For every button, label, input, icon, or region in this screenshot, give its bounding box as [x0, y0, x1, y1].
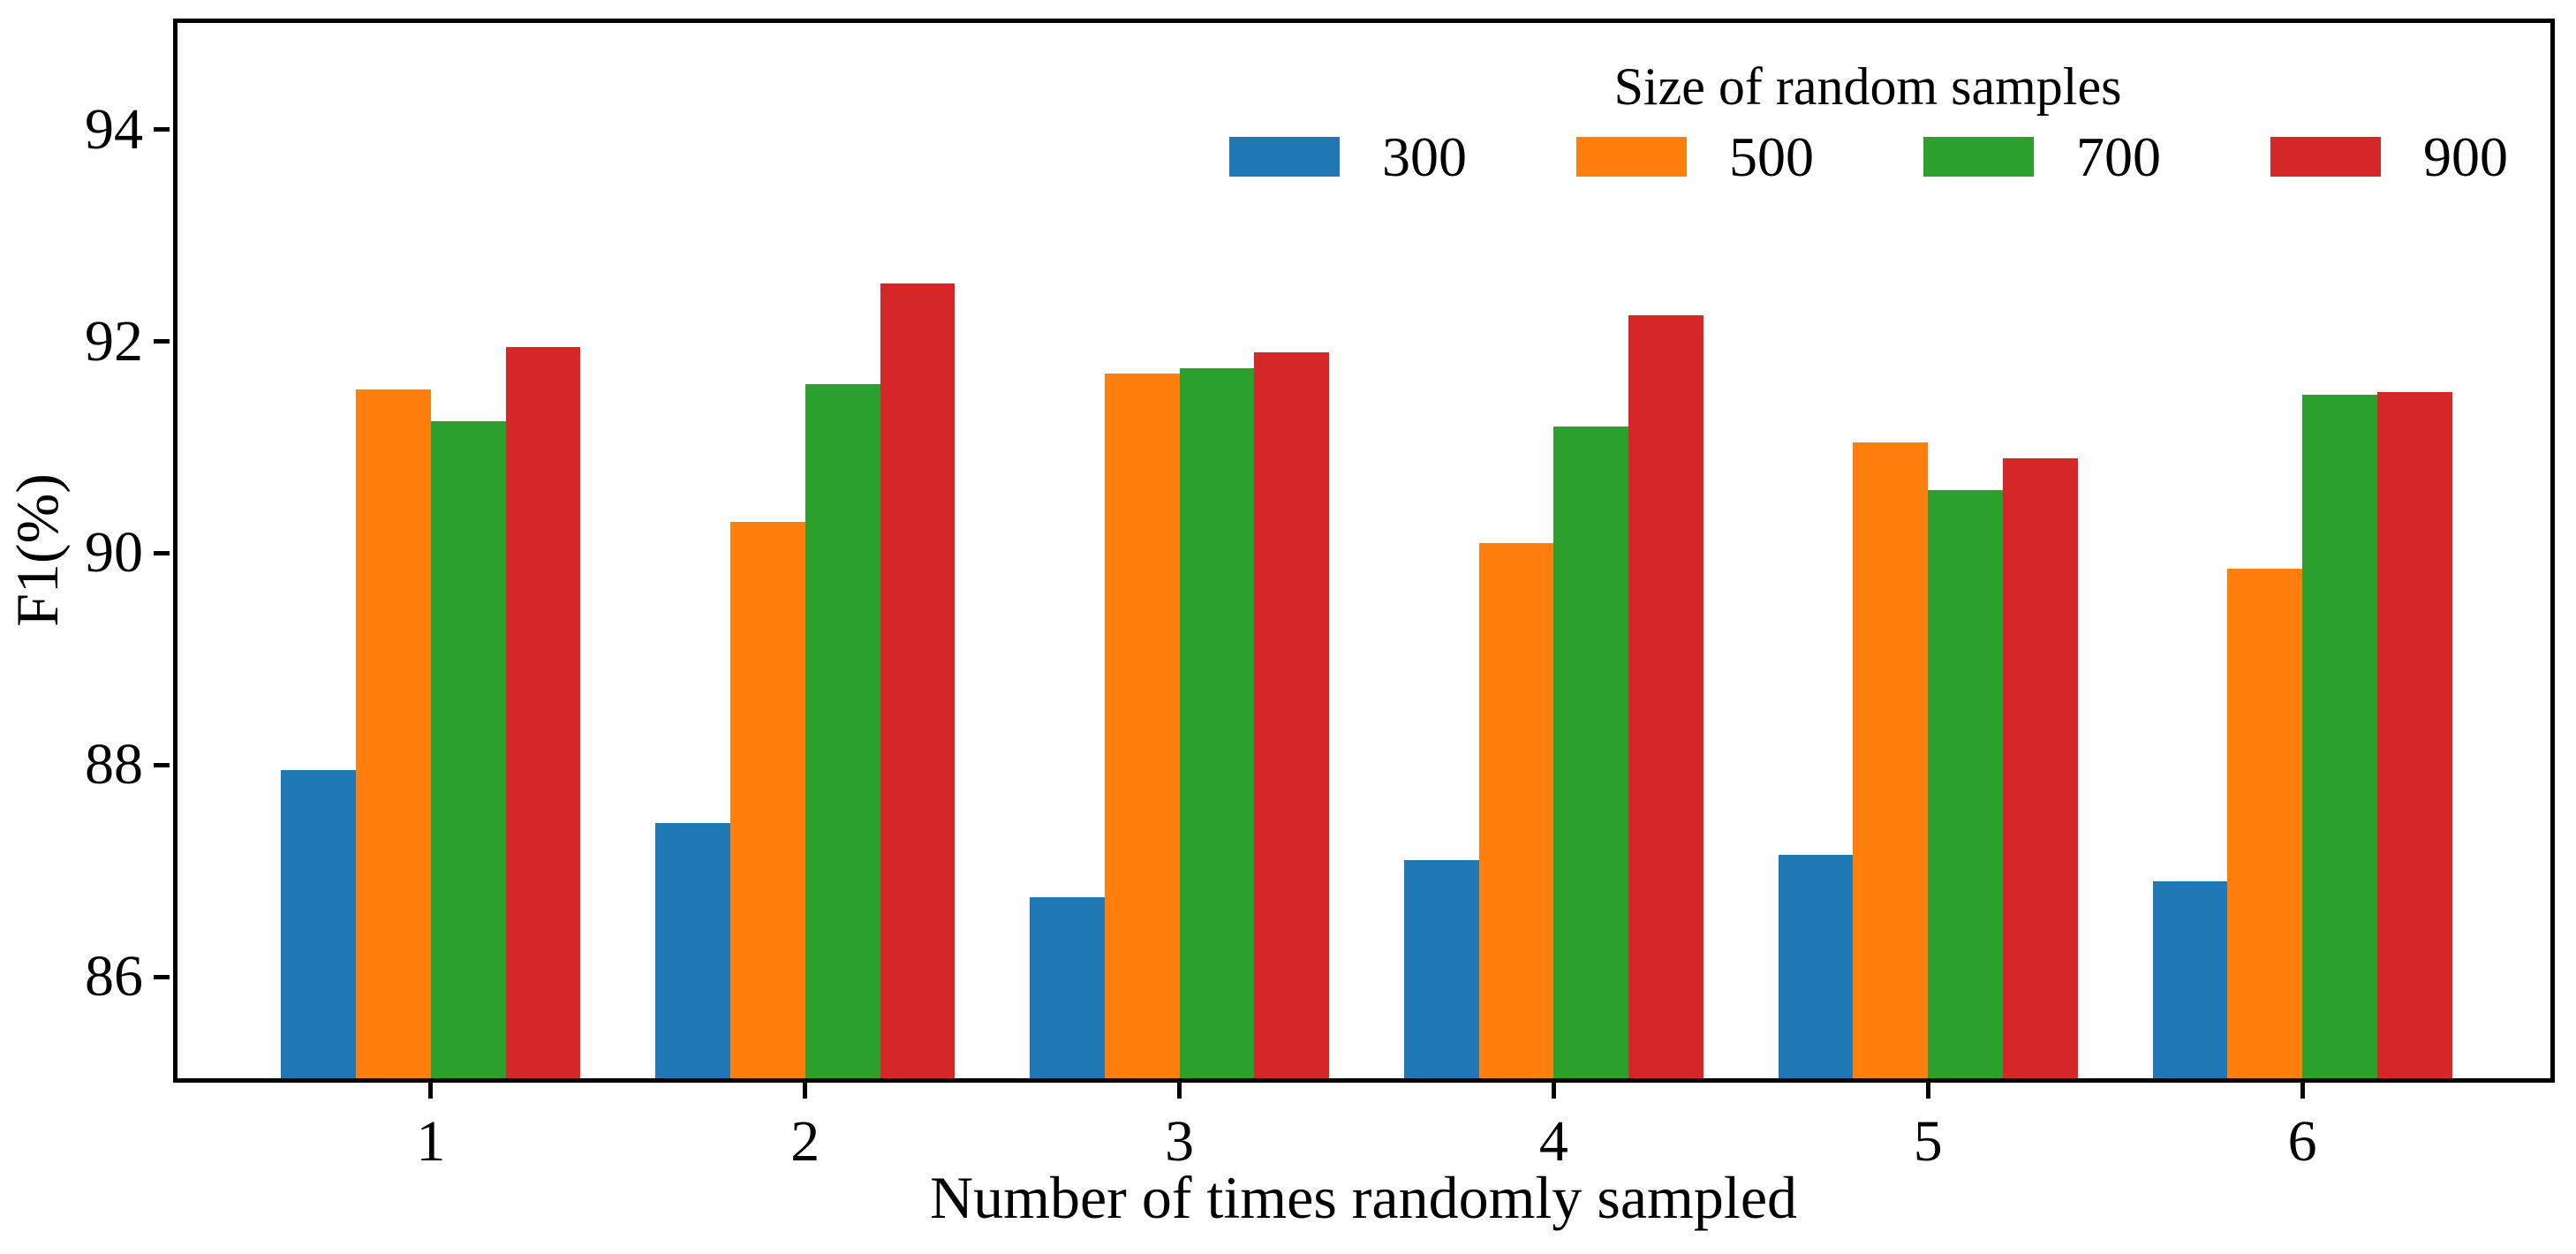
legend-title: Size of random samples — [1613, 57, 2122, 116]
bar-group4-series300 — [1403, 860, 1479, 1083]
legend-color-swatch-500 — [1576, 137, 1687, 177]
legend-entry-300: 300 — [1229, 128, 1467, 185]
bar-group6-series900 — [2376, 392, 2452, 1083]
bar-group3-series700 — [1179, 367, 1255, 1083]
legend-color-swatch-700 — [1923, 137, 2034, 177]
bar-group5-series700 — [1928, 489, 2004, 1083]
legend-entry-700: 700 — [1923, 128, 2161, 185]
x-tick-mark-2 — [803, 1083, 808, 1099]
bar-group2-series700 — [805, 383, 880, 1083]
bar-group2-series900 — [880, 283, 956, 1083]
legend-label-700: 700 — [2076, 125, 2161, 188]
legend-color-swatch-300 — [1229, 137, 1340, 177]
bar-group2-series500 — [729, 521, 805, 1083]
bar-group6-series500 — [2227, 569, 2303, 1083]
bar-group1-series500 — [356, 389, 431, 1083]
x-tick-label-4: 4 — [1538, 1109, 1568, 1174]
y-tick-mark-88 — [154, 762, 170, 767]
bar-group3-series500 — [1104, 373, 1180, 1083]
bar-group4-series500 — [1478, 542, 1554, 1083]
y-tick-label-90: 90 — [85, 520, 143, 585]
x-tick-mark-3 — [1177, 1083, 1182, 1099]
x-tick-mark-5 — [1925, 1083, 1930, 1099]
x-tick-label-3: 3 — [1165, 1109, 1195, 1174]
y-tick-mark-86 — [154, 974, 170, 979]
y-axis-label: F1(%) — [4, 473, 71, 627]
bar-group5-series300 — [1778, 855, 1854, 1083]
plot-area: 86 88 90 92 94 1 2 3 4 5 6 Size of random samples… — [85, 19, 2555, 1171]
x-tick-label-6: 6 — [2287, 1109, 2317, 1174]
bar-group2-series300 — [655, 823, 730, 1083]
bar-group1-series900 — [505, 346, 581, 1083]
y-tick-label-88: 88 — [85, 732, 143, 797]
bar-group4-series700 — [1553, 426, 1629, 1083]
y-tick-label-94: 94 — [85, 96, 143, 162]
y-tick-label-92: 92 — [85, 308, 143, 374]
legend-label-900: 900 — [2423, 125, 2508, 188]
bar-group3-series300 — [1030, 897, 1105, 1083]
bar-group5-series900 — [2003, 457, 2078, 1083]
x-tick-label-1: 1 — [416, 1109, 446, 1174]
legend-entry-900: 900 — [2270, 128, 2508, 185]
bar-group1-series300 — [281, 770, 357, 1083]
bar-group1-series700 — [430, 420, 506, 1083]
bar-group6-series300 — [2152, 881, 2228, 1083]
x-tick-label-2: 2 — [790, 1109, 820, 1174]
y-tick-label-86: 86 — [85, 944, 143, 1009]
legend-label-500: 500 — [1729, 125, 1814, 188]
bar-group4-series900 — [1628, 314, 1703, 1083]
legend-label-300: 300 — [1382, 125, 1467, 188]
x-tick-mark-6 — [2300, 1083, 2305, 1099]
x-tick-label-5: 5 — [1913, 1109, 1943, 1174]
y-tick-mark-94 — [154, 127, 170, 132]
y-tick-mark-90 — [154, 550, 170, 555]
y-tick-mark-92 — [154, 339, 170, 344]
legend-color-swatch-900 — [2270, 137, 2381, 177]
bar-group5-series500 — [1853, 442, 1929, 1083]
x-tick-mark-4 — [1551, 1083, 1556, 1099]
x-tick-mark-1 — [428, 1083, 434, 1099]
legend-entry-500: 500 — [1576, 128, 1814, 185]
bar-group6-series700 — [2302, 394, 2377, 1083]
bar-group3-series900 — [1254, 351, 1330, 1083]
x-axis-label: Number of times randomly sampled — [929, 1164, 1798, 1231]
